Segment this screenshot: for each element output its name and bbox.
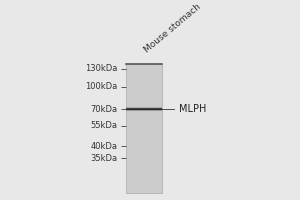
Text: 35kDa: 35kDa	[91, 154, 118, 163]
Bar	[126, 64, 162, 193]
Bar	[126, 110, 162, 111]
Bar	[126, 113, 162, 114]
Bar	[126, 105, 162, 106]
Text: 70kDa: 70kDa	[91, 105, 118, 114]
Text: Mouse stomach: Mouse stomach	[142, 3, 203, 55]
Bar	[126, 108, 162, 109]
Bar	[126, 107, 162, 108]
Bar	[126, 105, 162, 106]
Bar	[126, 106, 162, 107]
Text: 130kDa: 130kDa	[85, 64, 118, 73]
Text: 40kDa: 40kDa	[91, 142, 118, 151]
Text: MLPH: MLPH	[179, 104, 207, 114]
Bar	[126, 111, 162, 112]
Text: 100kDa: 100kDa	[85, 82, 118, 91]
Bar	[126, 109, 162, 110]
Text: 55kDa: 55kDa	[91, 121, 118, 130]
Bar	[126, 112, 162, 113]
